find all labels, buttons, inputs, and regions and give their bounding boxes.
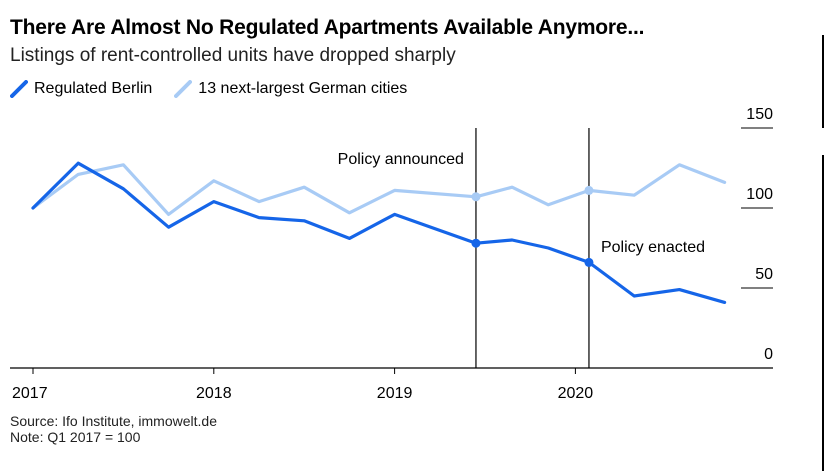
data-point-berlin bbox=[584, 257, 594, 267]
source-note: Source: Ifo Institute, immowelt.de bbox=[10, 413, 217, 429]
legend-item-cities: 13 next-largest German cities bbox=[174, 80, 407, 98]
legend-item-berlin: Regulated Berlin bbox=[10, 80, 152, 98]
y-tick-label: 0 bbox=[764, 346, 773, 363]
x-tick-label: 2017 bbox=[12, 385, 48, 402]
data-point-cities bbox=[471, 192, 481, 202]
x-tick-label: 2020 bbox=[558, 385, 594, 402]
chart-subtitle: Listings of rent-controlled units have d… bbox=[10, 45, 456, 66]
legend-label-berlin: Regulated Berlin bbox=[34, 80, 153, 97]
data-point-berlin bbox=[471, 238, 481, 248]
x-tick-label: 2018 bbox=[196, 385, 232, 402]
x-tick-label: 2019 bbox=[377, 385, 413, 402]
y-tick-label: 150 bbox=[746, 106, 773, 123]
legend-label-cities: 13 next-largest German cities bbox=[198, 80, 408, 97]
series-line-german-cities bbox=[31, 163, 727, 216]
legend: Regulated Berlin 13 next-largest German … bbox=[10, 78, 429, 100]
y-tick-label: 100 bbox=[746, 186, 773, 203]
index-note: Note: Q1 2017 = 100 bbox=[10, 429, 141, 445]
series-line-regulated-berlin bbox=[31, 161, 727, 304]
data-point-cities bbox=[584, 185, 594, 195]
right-edge-rule-top bbox=[822, 35, 824, 128]
chart-title: There Are Almost No Regulated Apartments… bbox=[10, 16, 645, 39]
y-tick-label: 50 bbox=[755, 266, 773, 283]
annotation-label-policy-enacted: Policy enacted bbox=[601, 239, 705, 256]
chart-footer: Source: Ifo Institute, immowelt.de Note:… bbox=[10, 413, 217, 445]
right-edge-rule-bottom bbox=[822, 155, 824, 471]
legend-swatch-cities-icon bbox=[174, 80, 193, 98]
annotation-label-policy-announced: Policy announced bbox=[338, 151, 464, 168]
legend-swatch-berlin-icon bbox=[10, 80, 28, 98]
